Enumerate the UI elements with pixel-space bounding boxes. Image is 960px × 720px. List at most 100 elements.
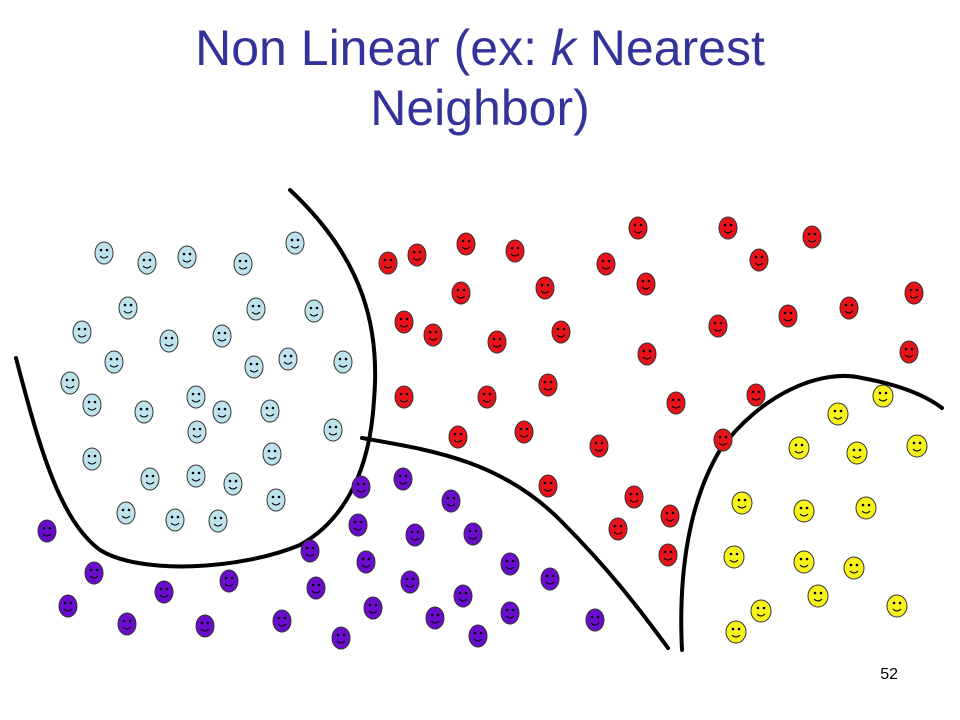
red-smiley-icon [718,216,738,240]
light-blue-smiley-icon [304,299,324,323]
title-italic-k: k [550,20,576,76]
yellow-smiley-icon [725,620,747,644]
light-blue-smiley-icon [187,420,207,444]
purple-smiley-icon [425,606,445,630]
light-blue-smiley-icon [137,251,157,275]
purple-smiley-icon [154,580,174,604]
red-smiley-icon [378,251,398,275]
light-blue-smiley-icon [159,329,179,353]
light-blue-smiley-icon [186,385,206,409]
purple-smiley-icon [219,569,239,593]
purple-smiley-icon [400,570,420,594]
red-smiley-icon [538,373,558,397]
yellow-smiley-icon [846,441,868,465]
light-blue-smiley-icon [278,347,298,371]
yellow-smiley-icon [807,584,829,608]
red-smiley-icon [487,330,507,354]
light-blue-smiley-icon [223,472,243,496]
light-blue-smiley-icon [262,442,282,466]
yellow-smiley-icon [788,436,810,460]
light-blue-smiley-icon [266,488,286,512]
yellow-smiley-icon [750,599,772,623]
yellow-smiley-icon [731,491,753,515]
light-blue-smiley-icon [165,508,185,532]
red-smiley-icon [535,276,555,300]
red-smiley-icon [746,383,766,407]
slide-title: Non Linear (ex: k Nearest Neighbor) [0,18,960,138]
boundary-yellow-region [679,373,944,652]
red-smiley-icon [423,323,443,347]
red-smiley-icon [749,248,769,272]
purple-smiley-icon [300,539,320,563]
yellow-smiley-icon [886,594,908,618]
red-smiley-icon [477,385,497,409]
light-blue-smiley-icon [116,501,136,525]
red-smiley-icon [514,420,534,444]
red-smiley-icon [456,232,476,256]
light-blue-smiley-icon [140,467,160,491]
boundary-purple-red [360,436,670,650]
light-blue-smiley-icon [134,400,154,424]
yellow-smiley-icon [793,550,815,574]
light-blue-smiley-icon [82,447,102,471]
light-blue-smiley-icon [212,324,232,348]
page-number: 52 [880,666,898,683]
purple-smiley-icon [351,475,371,499]
purple-smiley-icon [348,513,368,537]
purple-smiley-icon [331,626,351,650]
light-blue-smiley-icon [260,399,280,423]
light-blue-smiley-icon [212,400,232,424]
red-smiley-icon [713,428,733,452]
red-smiley-icon [596,252,616,276]
red-smiley-icon [448,425,468,449]
red-smiley-icon [802,225,822,249]
red-smiley-icon [904,281,924,305]
purple-smiley-icon [500,552,520,576]
red-smiley-icon [394,385,414,409]
red-smiley-icon [505,239,525,263]
purple-smiley-icon [84,561,104,585]
purple-smiley-icon [540,567,560,591]
light-blue-smiley-icon [82,393,102,417]
purple-smiley-icon [453,584,473,608]
yellow-smiley-icon [843,556,865,580]
red-smiley-icon [451,281,471,305]
light-blue-smiley-icon [233,252,253,276]
yellow-smiley-icon [872,384,894,408]
red-smiley-icon [589,434,609,458]
title-line-1: Non Linear (ex: k Nearest [195,20,765,76]
light-blue-smiley-icon [285,231,305,255]
purple-smiley-icon [306,576,326,600]
light-blue-smiley-icon [186,464,206,488]
purple-smiley-icon [463,522,483,546]
purple-smiley-icon [500,601,520,625]
purple-smiley-icon [117,612,137,636]
purple-smiley-icon [585,608,605,632]
purple-smiley-icon [363,596,383,620]
light-blue-smiley-icon [333,350,353,374]
light-blue-smiley-icon [177,245,197,269]
red-smiley-icon [666,391,686,415]
light-blue-smiley-icon [208,509,228,533]
purple-smiley-icon [468,624,488,648]
red-smiley-icon [637,342,657,366]
red-smiley-icon [899,340,919,364]
red-smiley-icon [551,320,571,344]
light-blue-smiley-icon [94,241,114,265]
purple-smiley-icon [405,523,425,547]
purple-smiley-icon [272,609,292,633]
light-blue-smiley-icon [323,418,343,442]
red-smiley-icon [636,272,656,296]
yellow-smiley-icon [793,499,815,523]
boundary-blue-region [14,188,378,569]
red-smiley-icon [608,517,628,541]
red-smiley-icon [628,216,648,240]
purple-smiley-icon [393,467,413,491]
red-smiley-icon [778,304,798,328]
purple-smiley-icon [195,614,215,638]
light-blue-smiley-icon [246,297,266,321]
light-blue-smiley-icon [72,320,92,344]
yellow-smiley-icon [723,545,745,569]
red-smiley-icon [394,310,414,334]
red-smiley-icon [839,296,859,320]
